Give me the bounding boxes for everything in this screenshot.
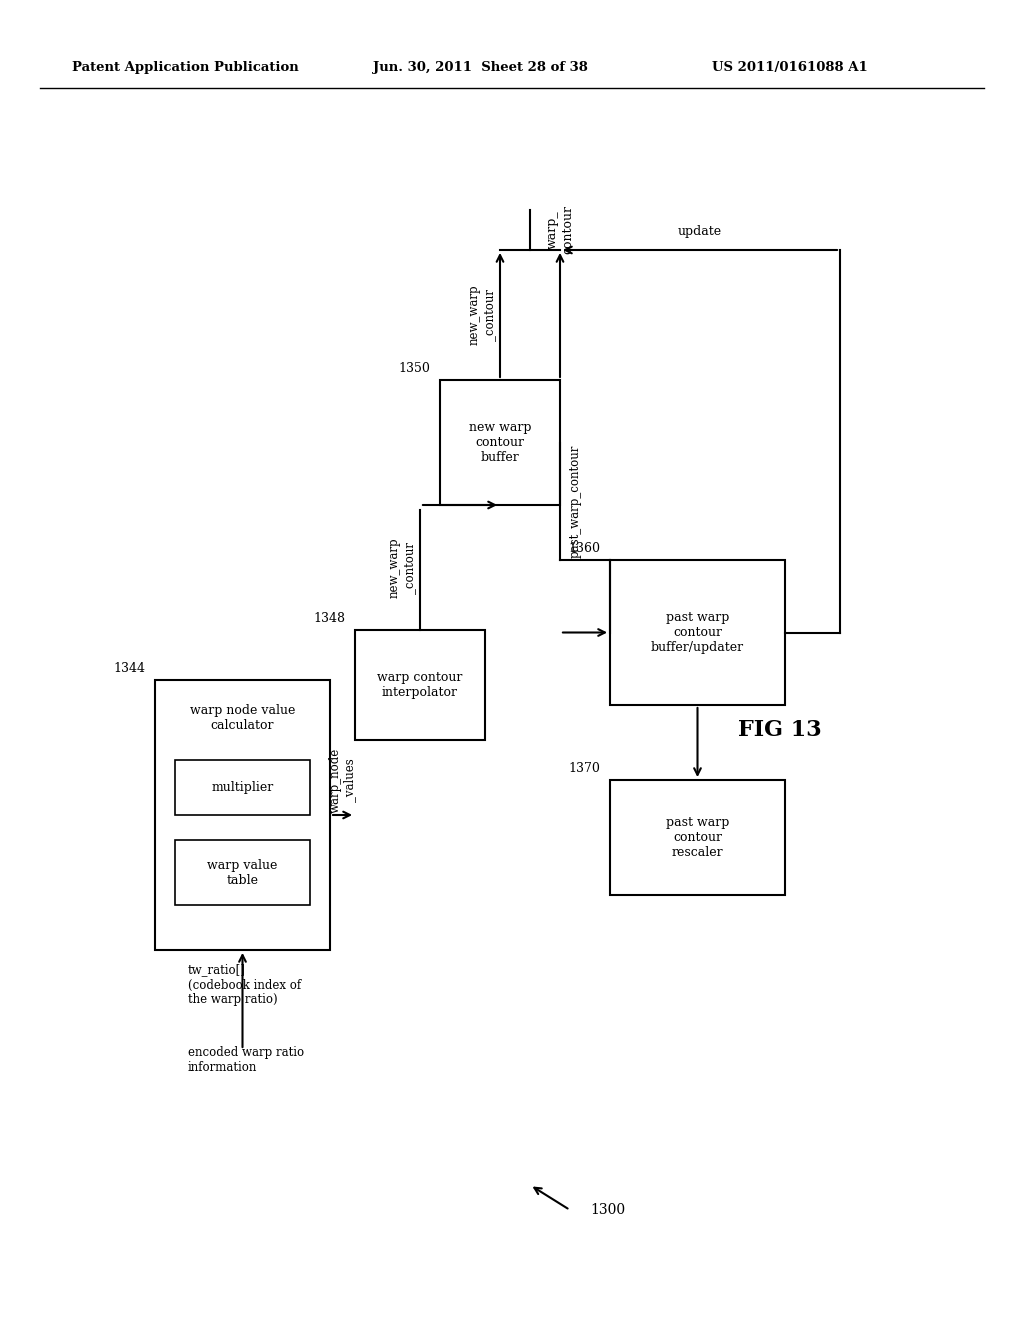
Text: new_warp
_contour: new_warp _contour — [388, 537, 416, 598]
Text: warp_
contour: warp_ contour — [546, 206, 574, 255]
Bar — [610, 780, 785, 895]
Text: past warp
contour
rescaler: past warp contour rescaler — [666, 816, 729, 859]
Text: 1370: 1370 — [568, 762, 600, 775]
Text: 1344: 1344 — [113, 661, 145, 675]
Text: new_warp
_contour: new_warp _contour — [468, 285, 496, 346]
Text: FIG 13: FIG 13 — [738, 719, 822, 741]
Text: past_warp_contour: past_warp_contour — [568, 445, 582, 558]
Text: warp value
table: warp value table — [207, 858, 278, 887]
Text: 1360: 1360 — [568, 541, 600, 554]
Text: Jun. 30, 2011  Sheet 28 of 38: Jun. 30, 2011 Sheet 28 of 38 — [373, 62, 588, 74]
Bar — [175, 840, 310, 906]
Bar — [610, 560, 785, 705]
Text: tw_ratio[]
(codebook index of
the warp ratio): tw_ratio[] (codebook index of the warp r… — [187, 964, 301, 1006]
Text: 1350: 1350 — [398, 362, 430, 375]
Text: past warp
contour
buffer/updater: past warp contour buffer/updater — [651, 611, 744, 653]
Text: warp node value
calculator: warp node value calculator — [189, 704, 295, 733]
Text: warp contour
interpolator: warp contour interpolator — [377, 671, 463, 700]
Text: Patent Application Publication: Patent Application Publication — [72, 62, 298, 74]
Text: US 2011/0161088 A1: US 2011/0161088 A1 — [712, 62, 868, 74]
Text: new warp
contour
buffer: new warp contour buffer — [469, 421, 531, 465]
Text: 1300: 1300 — [590, 1203, 625, 1217]
Bar — [175, 760, 310, 814]
Text: 1348: 1348 — [313, 611, 345, 624]
Text: update: update — [678, 226, 722, 239]
Text: warp_node
_values: warp_node _values — [329, 747, 356, 813]
Text: multiplier: multiplier — [211, 781, 273, 795]
Bar — [440, 380, 560, 506]
Bar — [355, 630, 485, 741]
Bar — [155, 680, 330, 950]
Text: encoded warp ratio
information: encoded warp ratio information — [187, 1045, 304, 1074]
